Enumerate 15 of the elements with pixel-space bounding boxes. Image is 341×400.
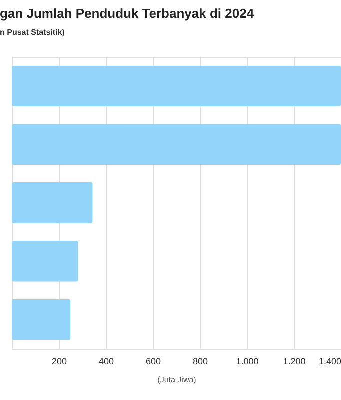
bar: [12, 299, 71, 340]
x-tick-label: 1.200: [283, 356, 306, 366]
chart-subtitle: n Pusat Statsitik): [0, 28, 66, 37]
x-tick-label: 800: [192, 356, 208, 366]
bar: [12, 66, 341, 107]
x-tick-label: 200: [52, 356, 68, 366]
bar: [12, 240, 78, 282]
x-tick-label: 400: [98, 356, 114, 366]
x-tick-label: 1.000: [236, 356, 259, 366]
bar: [12, 124, 341, 166]
x-axis-title: (Juta Jiwa): [158, 376, 197, 384]
chart-title: gan Jumlah Penduduk Terbanyak di 2024: [0, 6, 255, 21]
x-tick-label: 1.400: [318, 356, 341, 366]
x-tick-label: 600: [146, 356, 162, 366]
bar: [12, 182, 93, 224]
